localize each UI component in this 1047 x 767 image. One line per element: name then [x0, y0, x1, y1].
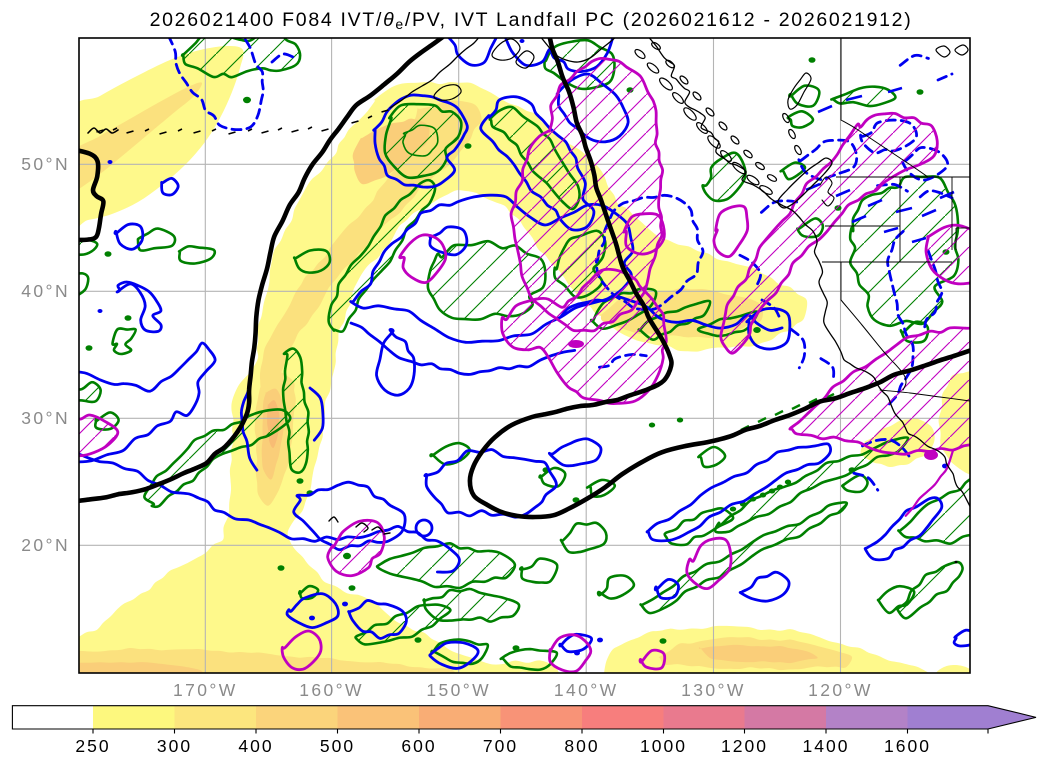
svg-text:2026021400 F084 IVT/θe/PV, IVT: 2026021400 F084 IVT/θe/PV, IVT Landfall … — [150, 9, 913, 32]
svg-text:300: 300 — [157, 736, 192, 756]
svg-text:30°N: 30°N — [21, 408, 70, 428]
svg-text:250: 250 — [75, 736, 110, 756]
svg-text:700: 700 — [483, 736, 518, 756]
svg-text:1400: 1400 — [803, 736, 850, 756]
svg-text:600: 600 — [401, 736, 436, 756]
svg-text:800: 800 — [564, 736, 599, 756]
svg-text:170°W: 170°W — [173, 680, 238, 700]
svg-text:50°N: 50°N — [21, 154, 70, 174]
svg-text:160°W: 160°W — [299, 680, 364, 700]
svg-text:1000: 1000 — [640, 736, 687, 756]
svg-text:1200: 1200 — [721, 736, 768, 756]
svg-text:400: 400 — [238, 736, 273, 756]
svg-text:150°W: 150°W — [426, 680, 491, 700]
svg-text:40°N: 40°N — [21, 281, 70, 301]
svg-text:500: 500 — [320, 736, 355, 756]
svg-text:120°W: 120°W — [808, 680, 873, 700]
svg-text:20°N: 20°N — [21, 535, 70, 555]
svg-text:130°W: 130°W — [681, 680, 746, 700]
svg-text:140°W: 140°W — [554, 680, 619, 700]
svg-text:1600: 1600 — [884, 736, 931, 756]
